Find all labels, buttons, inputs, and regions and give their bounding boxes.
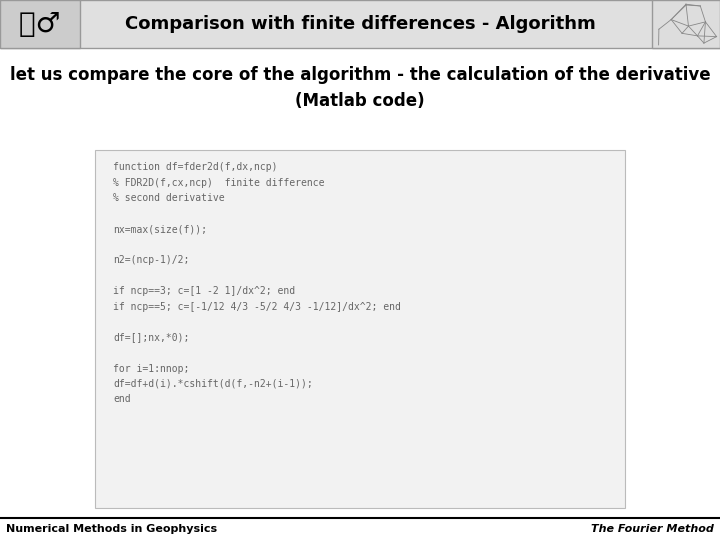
Text: nx=max(size(f));: nx=max(size(f)); [113,224,207,234]
FancyBboxPatch shape [0,0,80,48]
Text: Numerical Methods in Geophysics: Numerical Methods in Geophysics [6,524,217,534]
Text: df=[];nx,*0);: df=[];nx,*0); [113,333,189,342]
Text: function df=fder2d(f,dx,ncp): function df=fder2d(f,dx,ncp) [113,162,277,172]
FancyBboxPatch shape [0,0,720,48]
Text: end: end [113,395,130,404]
Text: 🧙‍♂️: 🧙‍♂️ [19,10,60,38]
Text: Comparison with finite differences - Algorithm: Comparison with finite differences - Alg… [125,15,595,33]
Text: The Fourier Method: The Fourier Method [591,524,714,534]
Text: % FDR2D(f,cx,ncp)  finite difference: % FDR2D(f,cx,ncp) finite difference [113,178,325,187]
Text: % second derivative: % second derivative [113,193,225,203]
Text: if ncp==5; c=[-1/12 4/3 -5/2 4/3 -1/12]/dx^2; end: if ncp==5; c=[-1/12 4/3 -5/2 4/3 -1/12]/… [113,301,401,312]
Text: n2=(ncp-1)/2;: n2=(ncp-1)/2; [113,255,189,265]
FancyBboxPatch shape [652,0,720,48]
Text: df=df+d(i).*cshift(d(f,-n2+(i-1));: df=df+d(i).*cshift(d(f,-n2+(i-1)); [113,379,312,389]
Text: let us compare the core of the algorithm - the calculation of the derivative
(Ma: let us compare the core of the algorithm… [9,66,711,110]
FancyBboxPatch shape [95,150,625,508]
Text: if ncp==3; c=[1 -2 1]/dx^2; end: if ncp==3; c=[1 -2 1]/dx^2; end [113,286,295,296]
Text: for i=1:nnop;: for i=1:nnop; [113,363,189,374]
